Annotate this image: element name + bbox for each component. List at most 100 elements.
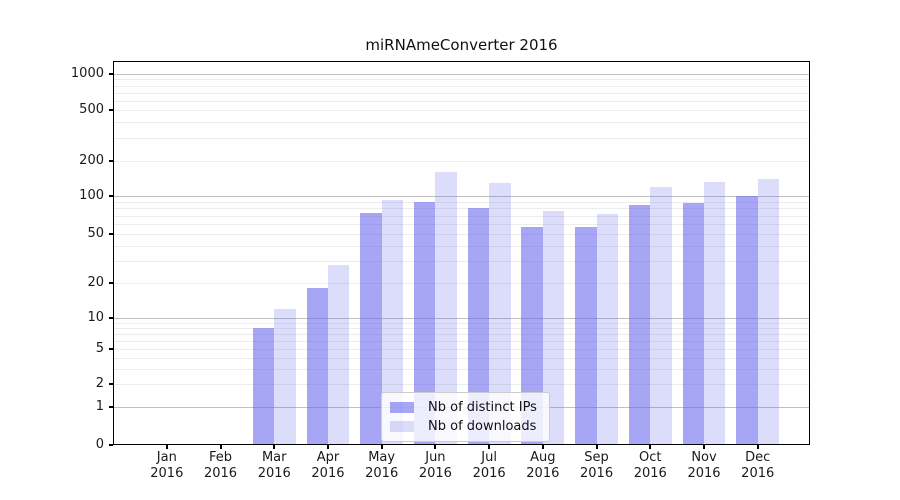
gridline-minor [114,215,809,217]
gridline-major [114,74,809,75]
bar-dec-ips [736,196,758,444]
y-tick-mark [109,282,113,284]
bar-aug-downloads [542,211,565,444]
x-tick-mark [326,445,329,449]
bar-nov-ips [682,203,704,444]
x-tick-label: Jan 2016 [150,450,184,481]
bar-jul-downloads [489,182,511,444]
bar-jun-ips [414,201,436,444]
x-tick-mark [434,445,437,449]
bar-mar-ips [252,327,275,444]
x-tick-mark [219,445,222,449]
y-tick-label: 1 [95,399,104,414]
y-tick-mark [109,160,113,162]
bar-may-ips [360,212,382,444]
y-tick-mark [109,383,113,385]
bar-sep-downloads [596,214,618,444]
gridline-major [114,196,809,197]
x-tick-mark [595,445,598,449]
bar-sep-ips [575,226,597,444]
gridline-minor [114,368,809,370]
legend: Nb of distinct IPs Nb of downloads [381,392,550,442]
y-tick-label: 100 [79,188,104,203]
gridline-minor [114,333,809,335]
bar-aug-ips [521,226,543,444]
x-tick-label: Mar 2016 [257,450,291,481]
gridline-minor [114,357,809,359]
bar-jun-downloads [435,172,457,444]
bar-oct-downloads [650,186,672,444]
gridline-minor [114,322,809,324]
y-tick-label: 0 [95,437,104,452]
gridline-minor [114,85,809,87]
x-tick-label: Feb 2016 [203,450,238,481]
bars-layer [114,62,809,444]
bar-nov-downloads [704,181,726,444]
y-tick-mark [109,109,113,111]
gridline-minor [114,245,809,247]
gridline-minor [114,110,809,111]
gridline-minor [114,224,809,225]
legend-swatch-downloads [390,421,414,432]
bar-dec-downloads [757,179,780,444]
y-tick-label: 10 [87,310,104,325]
x-tick-mark [165,445,168,449]
x-tick-label: Apr 2016 [311,450,345,481]
x-tick-mark [380,445,383,449]
x-tick-mark [541,445,544,449]
gridline-minor [114,234,809,235]
bar-apr-downloads [327,265,350,444]
bar-apr-ips [306,288,328,444]
grid-layer [114,62,809,444]
x-tick-mark [273,445,276,449]
gridline-minor [114,92,809,94]
y-tick-mark [109,444,113,446]
gridline-minor [114,340,809,342]
x-tick-label: Dec 2016 [741,450,775,481]
y-tick-mark [109,73,113,75]
gridline-minor [114,138,809,140]
y-tick-label: 5 [95,341,104,356]
gridline-minor [114,201,809,203]
gridline-minor [114,161,809,162]
x-tick-mark [756,445,759,449]
gridline-minor [114,100,809,102]
y-tick-label: 20 [87,275,104,290]
y-tick-label: 500 [79,102,104,117]
y-tick-label: 1000 [70,66,104,81]
legend-row-distinct-ips: Nb of distinct IPs [390,398,540,417]
plot-area: Nb of distinct IPs Nb of downloads [113,61,810,445]
gridline-minor [114,384,809,385]
y-tick-label: 200 [79,153,104,168]
legend-swatch-distinct-ips [390,402,414,413]
gridline-minor [114,327,809,329]
y-tick-label: 2 [95,376,104,391]
gridline-minor [114,208,809,210]
bar-may-downloads [381,199,404,444]
x-tick-label: Aug 2016 [526,450,560,481]
y-tick-mark [109,348,113,350]
bar-oct-ips [628,204,651,444]
x-tick-label: May 2016 [365,450,399,481]
y-tick-mark [109,233,113,235]
gridline-minor [114,79,809,81]
legend-label-distinct-ips: Nb of distinct IPs [428,400,537,415]
legend-row-downloads: Nb of downloads [390,417,540,436]
legend-label-downloads: Nb of downloads [428,419,537,434]
x-tick-label: Jul 2016 [472,450,506,481]
y-tick-label: 50 [87,226,104,241]
y-tick-mark [109,195,113,197]
y-tick-mark [109,406,113,408]
gridline-major [114,318,809,319]
x-tick-label: Nov 2016 [687,450,721,481]
bar-jul-ips [467,208,490,444]
bar-mar-downloads [274,308,296,444]
x-tick-mark [488,445,491,449]
gridline-minor [114,122,809,124]
x-tick-mark [703,445,705,449]
x-tick-mark [649,445,652,449]
x-tick-label: Oct 2016 [633,450,667,481]
gridline-minor [114,261,809,263]
x-tick-label: Sep 2016 [580,450,614,481]
